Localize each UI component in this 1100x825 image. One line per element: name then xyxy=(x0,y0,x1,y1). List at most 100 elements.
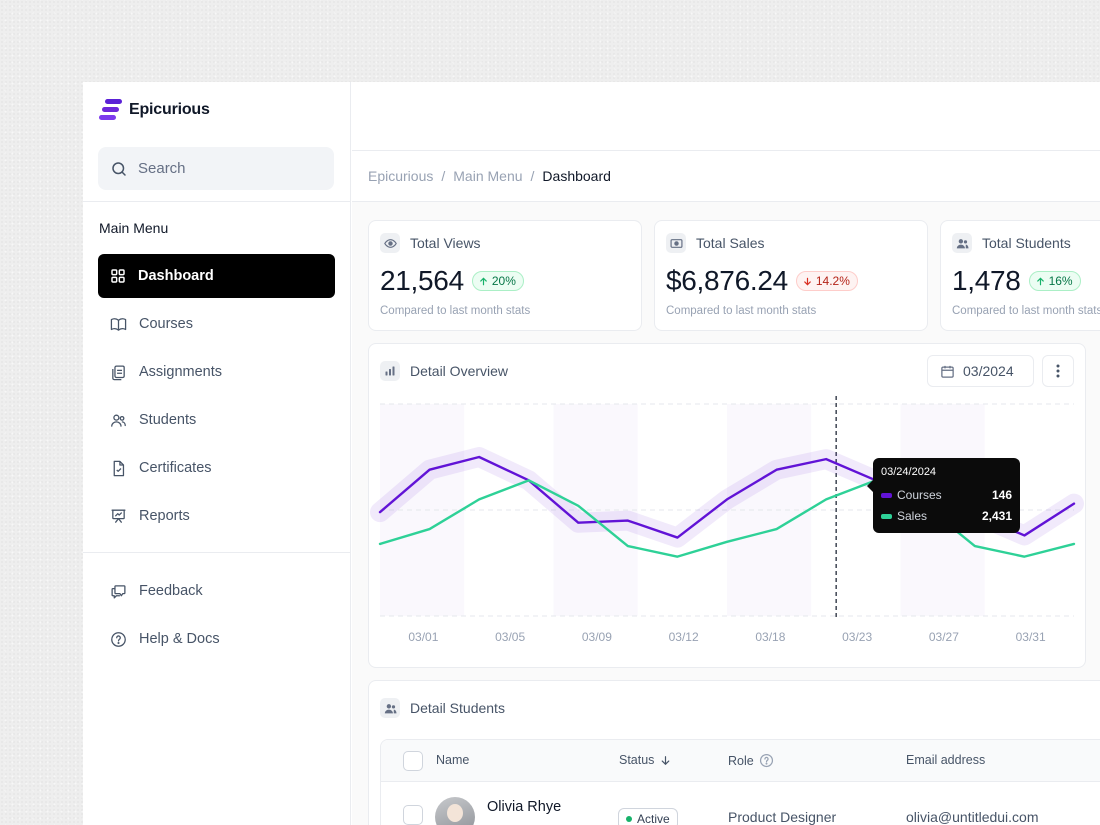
sidebar-item-label: Feedback xyxy=(139,583,203,599)
breadcrumb-separator: / xyxy=(530,168,535,184)
presentation-icon xyxy=(111,508,126,523)
stat-title: Total Views xyxy=(410,235,481,251)
change-value: 16% xyxy=(1048,274,1073,288)
sidebar-item-dashboard[interactable]: Dashboard xyxy=(98,254,335,298)
users-icon xyxy=(952,233,972,253)
table-row[interactable]: Olivia Rhye Active Product Designer oliv… xyxy=(381,783,1100,825)
sidebar-item-feedback[interactable]: Feedback xyxy=(98,569,335,613)
table-header: Name Status Role Email address xyxy=(381,740,1100,782)
breadcrumb-item[interactable]: Epicurious xyxy=(368,168,434,184)
divider xyxy=(83,552,351,553)
top-bar xyxy=(352,82,1100,151)
stat-title: Total Students xyxy=(982,235,1071,251)
calendar-icon xyxy=(941,365,954,378)
tooltip-value: 146 xyxy=(991,488,1012,502)
breadcrumb: Epicurious / Main Menu / Dashboard xyxy=(352,151,1100,202)
sidebar-item-label: Certificates xyxy=(139,460,212,476)
column-header-name[interactable]: Name xyxy=(436,753,469,767)
column-label: Name xyxy=(436,753,470,767)
change-value: 20% xyxy=(491,274,516,288)
column-header-status[interactable]: Status xyxy=(619,753,672,767)
x-tick-label: 03/12 xyxy=(669,630,699,644)
sidebar-item-courses[interactable]: Courses xyxy=(98,302,335,346)
app-window: Epicurious Search Main Menu Dashboard Co… xyxy=(83,82,1100,825)
x-tick-label: 03/27 xyxy=(929,630,959,644)
breadcrumb-current: Dashboard xyxy=(542,168,611,184)
x-tick-label: 03/01 xyxy=(408,630,438,644)
search-placeholder: Search xyxy=(138,160,186,177)
change-value: 14.2% xyxy=(815,274,850,288)
arrow-up-icon xyxy=(1036,276,1044,285)
status-badge: Active xyxy=(618,808,678,825)
sales-swatch xyxy=(881,513,892,519)
column-label: Email address xyxy=(906,753,986,767)
students-table: Name Status Role Email address Olivia Rh… xyxy=(380,739,1100,825)
overview-line-chart[interactable]: 03/01 03/05 03/09 03/12 03/18 03/23 03/27 03/31 xyxy=(369,394,1085,668)
sidebar-item-label: Students xyxy=(139,412,197,428)
grid-icon xyxy=(111,269,125,283)
x-tick-label: 03/05 xyxy=(495,630,525,644)
arrow-down-icon xyxy=(662,755,670,765)
student-role: Product Designer xyxy=(728,809,837,825)
breadcrumb-item[interactable]: Main Menu xyxy=(453,168,523,184)
student-name: Olivia Rhye xyxy=(487,799,562,815)
column-header-role[interactable]: Role xyxy=(728,753,774,768)
x-tick-label: 03/31 xyxy=(1016,630,1046,644)
sidebar-item-label: Reports xyxy=(139,508,190,524)
x-tick-label: 03/18 xyxy=(755,630,785,644)
cash-icon xyxy=(666,233,686,253)
sidebar-item-assignments[interactable]: Assignments xyxy=(98,350,335,394)
more-options-button[interactable] xyxy=(1042,355,1074,387)
overview-title: Detail Overview xyxy=(410,363,509,379)
row-checkbox[interactable] xyxy=(403,805,423,825)
sidebar-item-certificates[interactable]: Certificates xyxy=(98,446,335,490)
chart-tooltip: 03/24/2024 Courses 146 Sales 2,431 xyxy=(867,458,1020,533)
status-dot-icon xyxy=(626,816,632,822)
clipboard-icon xyxy=(112,364,125,380)
stat-card-students: Total Students 1,478 16% Compared to las… xyxy=(940,220,1100,331)
search-input[interactable]: Search xyxy=(98,147,334,190)
change-badge: 16% xyxy=(1028,271,1081,291)
help-circle-icon xyxy=(111,631,126,647)
sidebar-item-students[interactable]: Students xyxy=(98,398,335,442)
help-circle-icon[interactable] xyxy=(759,753,774,768)
book-icon xyxy=(110,317,127,331)
chat-icon xyxy=(111,584,126,599)
logo[interactable]: Epicurious xyxy=(99,99,210,121)
stat-value: 21,564 xyxy=(380,265,464,296)
x-tick-label: 03/09 xyxy=(582,630,612,644)
sidebar-item-label: Courses xyxy=(139,316,193,332)
search-icon xyxy=(112,161,126,176)
eye-icon xyxy=(380,233,400,253)
breadcrumb-separator: / xyxy=(441,168,446,184)
date-picker-button[interactable]: 03/2024 xyxy=(927,355,1034,387)
change-badge: 20% xyxy=(471,271,524,291)
status-label: Active xyxy=(637,812,670,825)
student-email: olivia@untitledui.com xyxy=(906,809,1039,825)
stat-title: Total Sales xyxy=(696,235,765,251)
bar-chart-icon xyxy=(380,361,400,381)
sidebar-item-reports[interactable]: Reports xyxy=(98,494,335,538)
sidebar: Epicurious Search Main Menu Dashboard Co… xyxy=(83,82,351,825)
detail-students-card: Detail Students Name Status Role Email a… xyxy=(368,680,1100,825)
stat-subtitle: Compared to last month stats xyxy=(380,305,531,317)
users-icon xyxy=(380,698,400,718)
stat-value: 1,478 xyxy=(952,265,1021,296)
main-content: Epicurious / Main Menu / Dashboard Total… xyxy=(352,82,1100,825)
sidebar-item-help[interactable]: Help & Docs xyxy=(98,617,335,661)
column-header-email[interactable]: Email address xyxy=(906,753,985,767)
stat-card-views: Total Views 21,564 20% Compared to last … xyxy=(368,220,642,331)
tooltip-label: Sales xyxy=(897,509,928,523)
arrow-down-icon xyxy=(804,277,811,286)
chart-band xyxy=(380,404,465,616)
sidebar-item-label: Assignments xyxy=(139,364,223,380)
tooltip-date: 03/24/2024 xyxy=(881,466,937,478)
students-title: Detail Students xyxy=(410,700,505,716)
more-vertical-icon xyxy=(1056,364,1060,378)
stat-card-sales: Total Sales $6,876.24 14.2% Compared to … xyxy=(654,220,928,331)
arrow-up-icon xyxy=(479,276,487,285)
stat-subtitle: Compared to last month stats xyxy=(666,305,817,317)
app-name: Epicurious xyxy=(129,101,210,118)
select-all-checkbox[interactable] xyxy=(403,751,423,771)
sidebar-item-label: Help & Docs xyxy=(139,631,220,647)
